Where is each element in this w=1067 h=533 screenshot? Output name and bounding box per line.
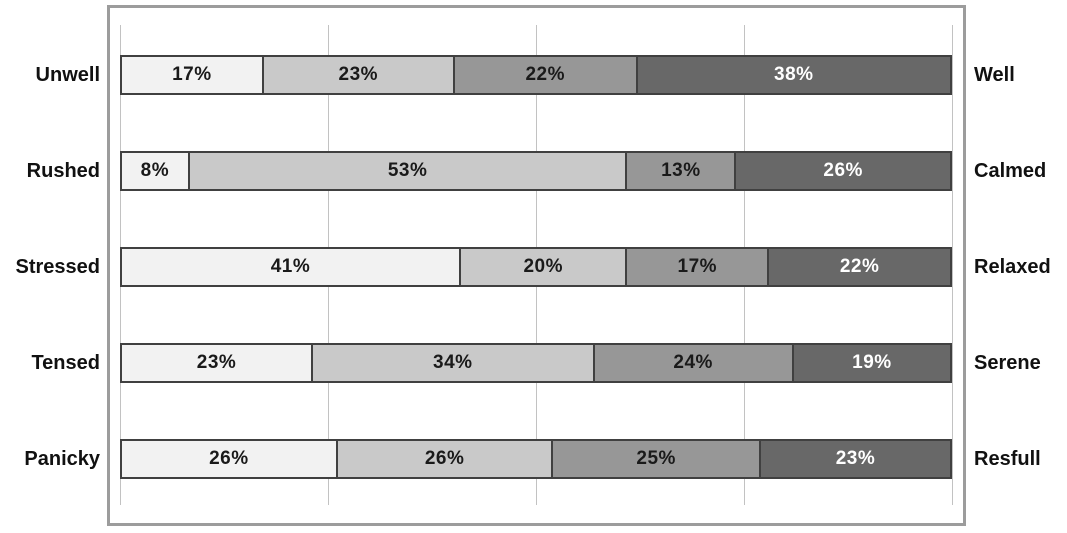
bar-segment: 23% — [120, 343, 314, 383]
bar-segment: 17% — [120, 55, 264, 95]
row-label-right: Relaxed — [974, 256, 1051, 278]
stacked-bar-row: 26% 26% 25% 23% — [120, 439, 952, 479]
bar-segment: 26% — [734, 151, 952, 191]
row-label-left: Panicky — [24, 448, 100, 470]
row-label-left: Tensed — [31, 352, 100, 374]
stacked-bar-row: 41% 20% 17% 22% — [120, 247, 952, 287]
bar-segment: 19% — [791, 343, 953, 383]
bar-segment: 23% — [758, 439, 952, 479]
bar-segment: 22% — [767, 247, 952, 287]
stacked-bar-row: 17% 23% 22% 38% — [120, 55, 952, 95]
row-label-right: Well — [974, 64, 1015, 86]
bar-segment: 34% — [311, 343, 595, 383]
row-label-right: Resfull — [974, 448, 1041, 470]
gridline — [952, 25, 953, 505]
bar-segment: 20% — [459, 247, 628, 287]
bar-segment: 22% — [452, 55, 638, 95]
row-label-right: Serene — [974, 352, 1041, 374]
bar-segment: 13% — [625, 151, 737, 191]
row-label-left: Rushed — [26, 160, 100, 182]
bar-segment: 24% — [592, 343, 794, 383]
bar-segment: 38% — [635, 55, 952, 95]
bar-segment: 17% — [625, 247, 770, 287]
bar-segment: 53% — [187, 151, 628, 191]
bar-segment: 23% — [261, 55, 455, 95]
stacked-bar-row: 8% 53% 13% 26% — [120, 151, 952, 191]
bar-segment: 8% — [120, 151, 190, 191]
row-label-left: Stressed — [15, 256, 101, 278]
bar-segment: 25% — [551, 439, 761, 479]
bar-segment: 41% — [120, 247, 462, 287]
row-label-left: Unwell — [35, 64, 100, 86]
stacked-bar-row: 23% 34% 24% 19% — [120, 343, 953, 383]
row-label-right: Calmed — [974, 160, 1047, 182]
bar-segment: 26% — [335, 439, 554, 479]
bar-segment: 26% — [120, 439, 338, 479]
